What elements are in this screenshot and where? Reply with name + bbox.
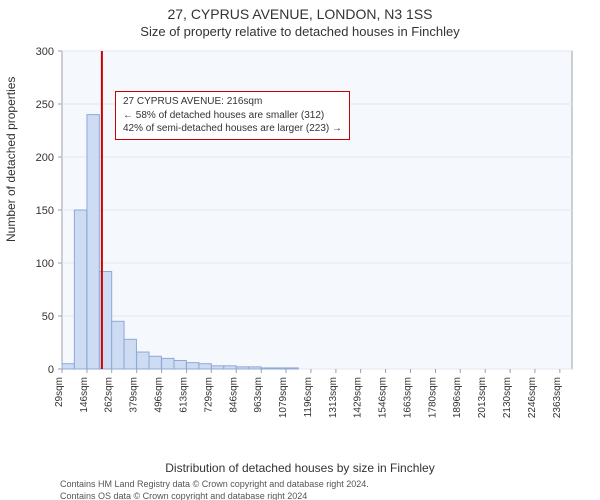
caption-line-1: Contains HM Land Registry data © Crown c…: [60, 479, 590, 491]
svg-text:379sqm: 379sqm: [129, 377, 140, 413]
attribution-caption: Contains HM Land Registry data © Crown c…: [0, 475, 600, 500]
svg-text:300: 300: [36, 46, 54, 58]
y-axis-label: Number of detached properties: [4, 77, 18, 242]
svg-text:200: 200: [36, 152, 54, 164]
svg-text:2130sqm: 2130sqm: [502, 377, 513, 418]
svg-text:1896sqm: 1896sqm: [452, 377, 463, 418]
svg-text:1546sqm: 1546sqm: [378, 377, 389, 418]
x-axis-label: Distribution of detached houses by size …: [0, 461, 600, 475]
svg-text:50: 50: [42, 311, 54, 323]
svg-text:0: 0: [48, 364, 54, 376]
svg-text:963sqm: 963sqm: [253, 377, 264, 413]
svg-text:1780sqm: 1780sqm: [427, 377, 438, 418]
svg-text:2013sqm: 2013sqm: [477, 377, 488, 418]
svg-text:146sqm: 146sqm: [79, 377, 90, 413]
svg-text:1196sqm: 1196sqm: [303, 377, 314, 417]
annotation-line-3: 42% of semi-detached houses are larger (…: [123, 122, 342, 136]
svg-text:262sqm: 262sqm: [104, 377, 115, 413]
svg-text:846sqm: 846sqm: [228, 377, 239, 413]
caption-line-2: Contains OS data © Crown copyright and d…: [60, 491, 590, 500]
svg-text:1663sqm: 1663sqm: [403, 377, 414, 418]
chart-container: Number of detached properties 0 50 100 150 2…: [0, 39, 600, 459]
annotation-line-1: 27 CYPRUS AVENUE: 216sqm: [123, 95, 342, 109]
page-title: 27, CYPRUS AVENUE, LONDON, N3 1SS: [0, 6, 600, 22]
chart-subtitle: Size of property relative to detached ho…: [0, 24, 600, 39]
svg-text:150: 150: [36, 205, 54, 217]
svg-text:250: 250: [36, 99, 54, 111]
svg-text:1079sqm: 1079sqm: [278, 377, 289, 418]
annotation-box: 27 CYPRUS AVENUE: 216sqm ← 58% of detach…: [115, 91, 350, 140]
svg-text:2363sqm: 2363sqm: [552, 377, 563, 418]
svg-text:100: 100: [36, 258, 54, 270]
annotation-line-2: ← 58% of detached houses are smaller (31…: [123, 109, 342, 123]
svg-text:496sqm: 496sqm: [154, 377, 165, 413]
svg-text:1313sqm: 1313sqm: [328, 377, 339, 418]
svg-text:2246sqm: 2246sqm: [527, 377, 538, 418]
svg-text:613sqm: 613sqm: [179, 377, 190, 413]
svg-text:1429sqm: 1429sqm: [353, 377, 364, 418]
svg-text:29sqm: 29sqm: [54, 377, 65, 407]
svg-text:729sqm: 729sqm: [203, 377, 214, 413]
